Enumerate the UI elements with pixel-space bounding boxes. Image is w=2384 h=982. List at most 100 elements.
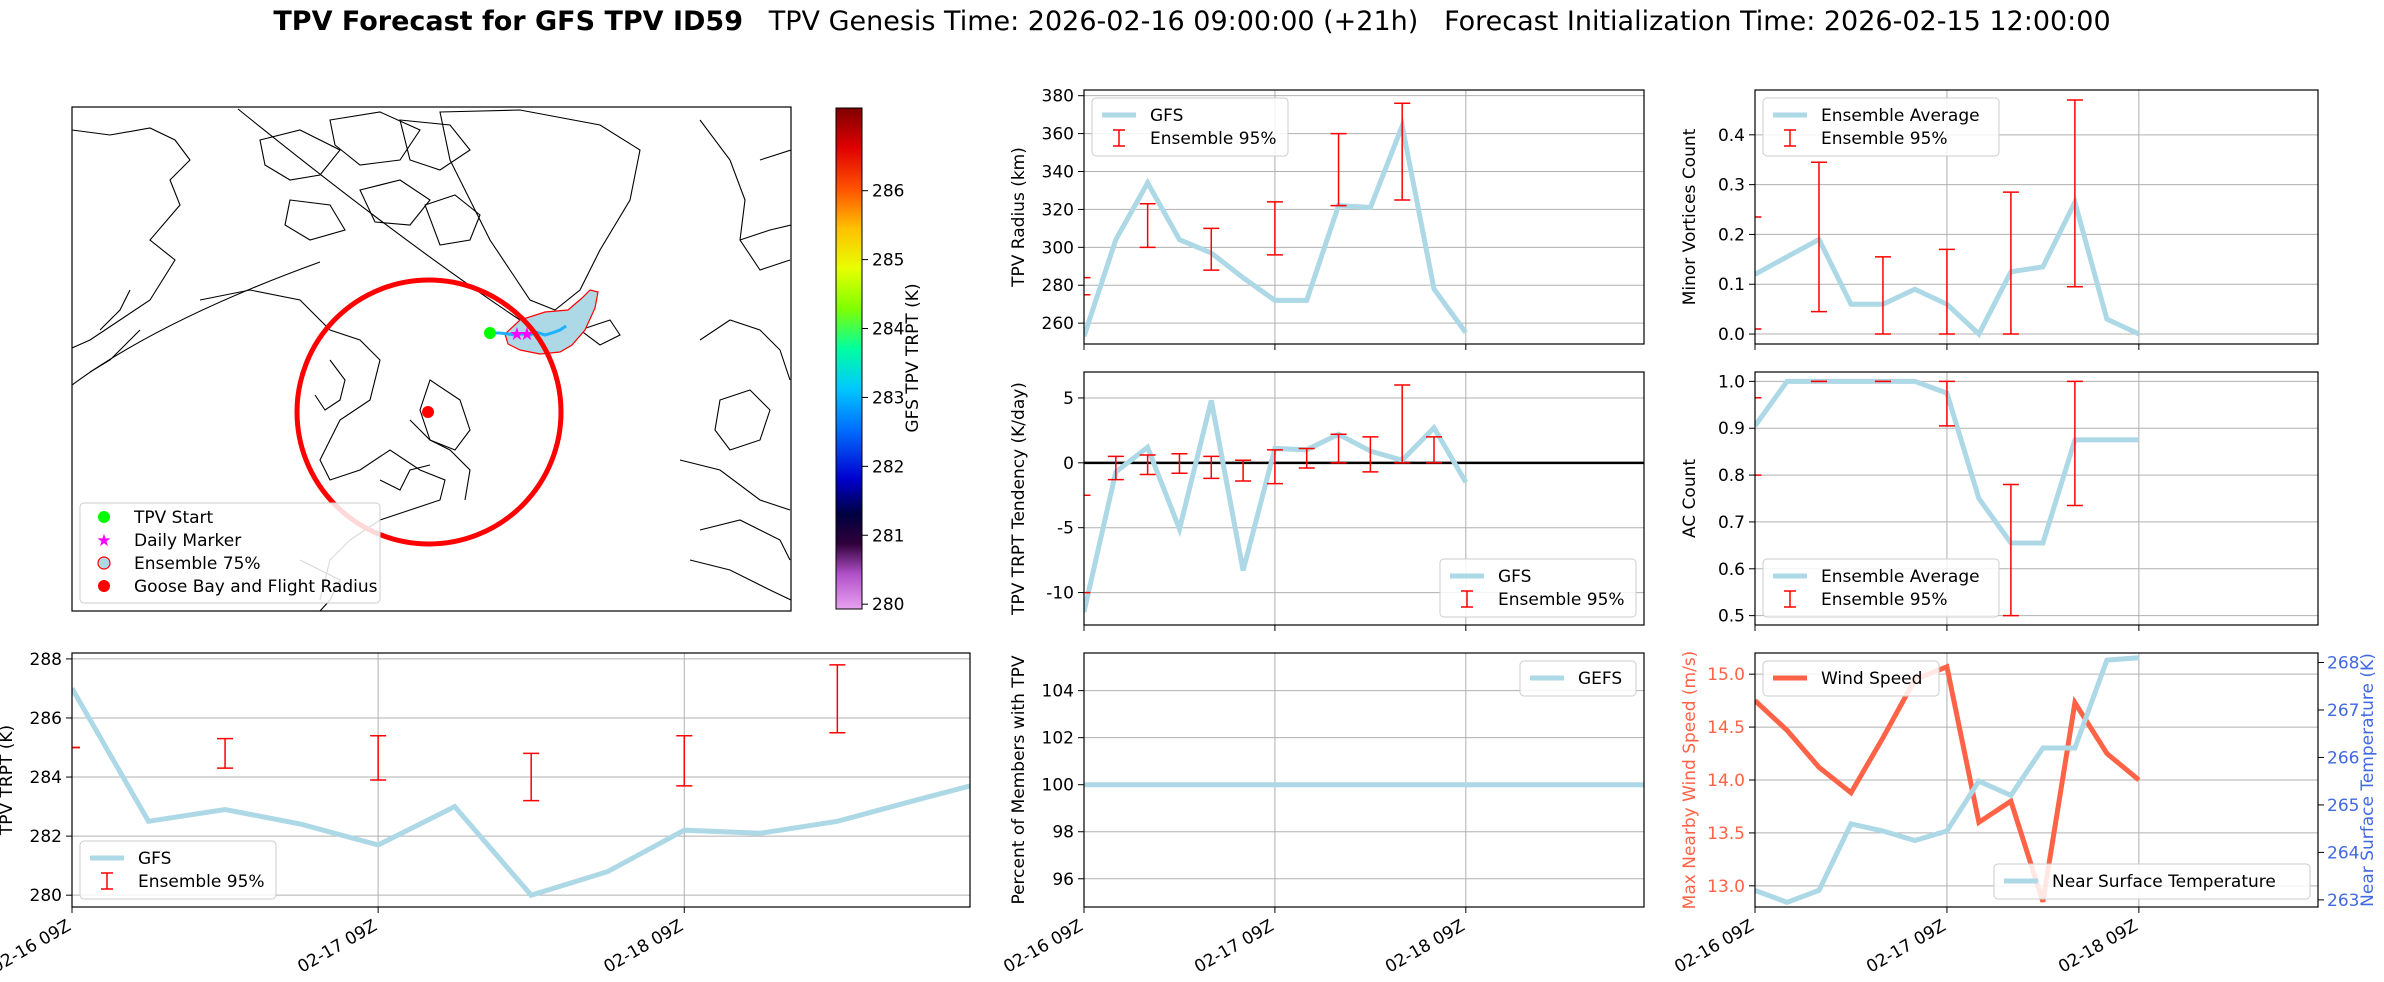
y-tick-label: 13.0 xyxy=(1707,877,1745,897)
x-tick-label: 02-16 09Z xyxy=(1000,916,1086,977)
colorbar-tick-label: 280 xyxy=(872,595,904,615)
legend-label: Ensemble 95% xyxy=(1150,129,1277,149)
plot-area xyxy=(72,664,970,899)
goose-bay-marker xyxy=(422,406,434,418)
axes-frame xyxy=(1754,89,2319,345)
y-tick-label: 96 xyxy=(1052,870,1074,890)
series-line-wind-speed xyxy=(1755,663,2141,903)
plot-area xyxy=(1755,655,2141,905)
legend-box xyxy=(1762,97,2000,157)
legend-box xyxy=(1439,558,1637,618)
y-tick-label: 0.1 xyxy=(1718,275,1745,295)
y-axis-label: Percent of Members with TPV xyxy=(1009,655,1029,904)
x-tick-label: 02-16 09Z xyxy=(0,916,75,977)
legend-label: GFS xyxy=(1150,106,1183,126)
y-tick-label: 102 xyxy=(1042,729,1074,749)
colorbar xyxy=(835,107,863,610)
y-tick-label: 0 xyxy=(1063,454,1074,474)
colorbar-tick-label: 285 xyxy=(872,251,904,271)
colorbar-tick-label: 282 xyxy=(872,457,904,477)
ensemble-75-area xyxy=(504,289,599,355)
axes-frame xyxy=(71,652,971,908)
x-tick-label: 02-17 09Z xyxy=(294,916,380,977)
y-tick-label: 14.0 xyxy=(1707,771,1745,791)
series-line-gfs xyxy=(72,687,970,899)
legend-label: Ensemble Average xyxy=(1821,106,1980,126)
chart-percent: 96 98 100 102 104 Percent of Members with TPV… xyxy=(1000,652,1645,977)
y-tick-label: 0.9 xyxy=(1718,419,1745,439)
y2-tick-label: 268 xyxy=(2327,653,2359,673)
y-tick-label: 280 xyxy=(30,886,62,906)
y-tick-label: 0.4 xyxy=(1718,126,1745,146)
y-tick-label: 380 xyxy=(1042,87,1074,107)
legend-label: GEFS xyxy=(1578,669,1622,689)
chart-tendency: -10 -5 0 5 TPV TRPT Tendency (K/day) GFS Ensem… xyxy=(1009,371,1645,631)
colorbar-tick-label: 283 xyxy=(872,388,904,408)
legend-star-icon: ★ xyxy=(96,531,111,551)
y-tick-label: 282 xyxy=(30,827,62,847)
legend-label: GFS xyxy=(1498,567,1531,587)
y-tick-label: 340 xyxy=(1042,163,1074,183)
legend-goose-bay-icon xyxy=(98,580,110,592)
plot-area xyxy=(1755,99,2140,339)
y-tick-label: 98 xyxy=(1052,823,1074,843)
series-line-near-surface-temperature xyxy=(1755,655,2140,905)
legend-box xyxy=(1091,97,1289,157)
plot-area xyxy=(1755,378,2139,617)
chart-radius: 260 280 300 320 340 360 380 TPV Radius (km) GFS E… xyxy=(1009,87,1645,350)
y-tick-label: 260 xyxy=(1042,314,1074,334)
y-tick-label: -10 xyxy=(1046,584,1074,604)
y-tick-label: 0.0 xyxy=(1718,325,1745,345)
legend-start-icon xyxy=(98,511,110,523)
plot-area xyxy=(1084,384,1468,613)
y-tick-label: 300 xyxy=(1042,238,1074,258)
y-axis-label: Max Nearby Wind Speed (m/s) xyxy=(1680,651,1700,910)
y-tick-label: 14.5 xyxy=(1707,718,1745,738)
y-tick-label: -5 xyxy=(1057,519,1074,539)
plot-area xyxy=(1084,102,1468,338)
axes-frame xyxy=(1083,89,1645,345)
y-tick-label: 0.8 xyxy=(1718,466,1745,486)
legend-box xyxy=(1762,660,1940,697)
map-legend-item: Daily Marker xyxy=(134,531,241,551)
legend-ensemble-icon xyxy=(97,556,111,570)
y-tick-label: 320 xyxy=(1042,200,1074,220)
legend-label: GFS xyxy=(138,849,171,869)
chart-wind: 13.0 13.5 14.0 14.5 15.0 Max Nearby Wind Spee… xyxy=(1671,651,2378,978)
y-axis-label: TPV TRPT (K) xyxy=(0,725,17,836)
y-tick-label: 288 xyxy=(30,650,62,670)
chart-panels: 260 280 300 320 340 360 380 TPV Radius (km) GFS E… xyxy=(0,87,2378,978)
daily-marker: ★ xyxy=(509,324,525,345)
axes-frame xyxy=(1083,371,1645,626)
tpv-start-marker xyxy=(484,327,496,339)
y2-tick-label: 264 xyxy=(2327,843,2359,863)
chart-ac: 0.5 0.6 0.7 0.8 0.9 1.0 AC Count Ensemble Avera… xyxy=(1680,371,2319,631)
y2-tick-label: 265 xyxy=(2327,796,2359,816)
colorbar-label: GFS TPV TRPT (K) xyxy=(903,283,923,432)
y-tick-label: 0.5 xyxy=(1718,607,1745,627)
y-tick-label: 0.7 xyxy=(1718,513,1745,533)
colorbar-tick-label: 281 xyxy=(872,526,904,546)
y-tick-label: 286 xyxy=(30,709,62,729)
y-tick-label: 15.0 xyxy=(1707,665,1745,685)
y2-tick-label: 266 xyxy=(2327,748,2359,768)
y-axis-label: TPV TRPT Tendency (K/day) xyxy=(1009,382,1029,616)
figure-title-bold: TPV Forecast for GFS TPV ID59 xyxy=(273,6,743,37)
y-tick-label: 0.6 xyxy=(1718,560,1745,580)
y-tick-label: 104 xyxy=(1042,682,1074,702)
axes-frame xyxy=(1083,652,1645,908)
chart-trpt: 280 282 284 286 288 TPV TRPT (K) 02-16 09Z 02-1… xyxy=(0,650,971,977)
y2-tick-label: 267 xyxy=(2327,701,2359,721)
y-axis-label: TPV Radius (km) xyxy=(1009,147,1029,288)
legend-label: Ensemble 95% xyxy=(1821,590,1948,610)
y-axis-label: AC Count xyxy=(1680,459,1700,538)
legend-label: Ensemble 95% xyxy=(1821,129,1948,149)
y-tick-label: 360 xyxy=(1042,125,1074,145)
y-tick-label: 284 xyxy=(30,768,62,788)
legend-label: Wind Speed xyxy=(1821,669,1922,689)
tpv-track xyxy=(490,324,567,337)
y-tick-label: 13.5 xyxy=(1707,824,1745,844)
y-axis-label: Minor Vortices Count xyxy=(1680,128,1700,305)
y-tick-label: 5 xyxy=(1063,389,1074,409)
y2-axis-label: Near Surface Temperature (K) xyxy=(2358,653,2378,907)
